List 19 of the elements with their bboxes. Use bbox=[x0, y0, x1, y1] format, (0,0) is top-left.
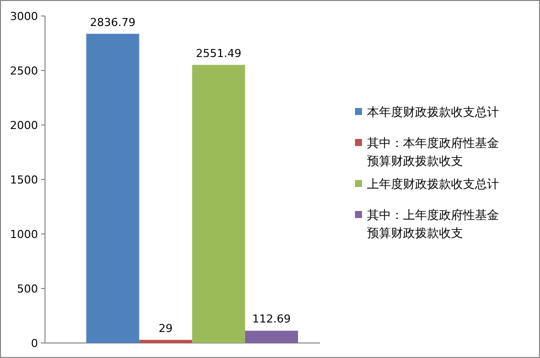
data-label: 29 bbox=[158, 322, 173, 335]
legend-item: 本年度财政拨款收支总计 bbox=[355, 105, 499, 119]
y-tick-label: 1000 bbox=[10, 228, 38, 241]
y-tick-label: 1500 bbox=[10, 174, 38, 186]
legend-item: 其中：上年度政府性基金预算财政拨款收支 bbox=[355, 208, 499, 240]
bar bbox=[192, 64, 246, 343]
bar bbox=[245, 330, 298, 343]
data-label: 2836.79 bbox=[90, 16, 136, 29]
bar bbox=[139, 340, 192, 343]
y-tick-label: 0 bbox=[31, 337, 38, 350]
bar bbox=[86, 34, 140, 343]
data-label: 112.69 bbox=[252, 312, 291, 326]
legend-item: 其中：本年度政府性基金预算财政拨款收支 bbox=[355, 136, 499, 168]
legend-item: 上年度财政拨款收支总计 bbox=[355, 177, 499, 191]
data-label: 2551.49 bbox=[196, 46, 242, 60]
y-tick-label: 2500 bbox=[10, 64, 38, 78]
y-tick-label: 500 bbox=[17, 282, 38, 296]
y-tick-label: 2000 bbox=[10, 119, 38, 132]
y-tick-label: 3000 bbox=[10, 10, 38, 23]
